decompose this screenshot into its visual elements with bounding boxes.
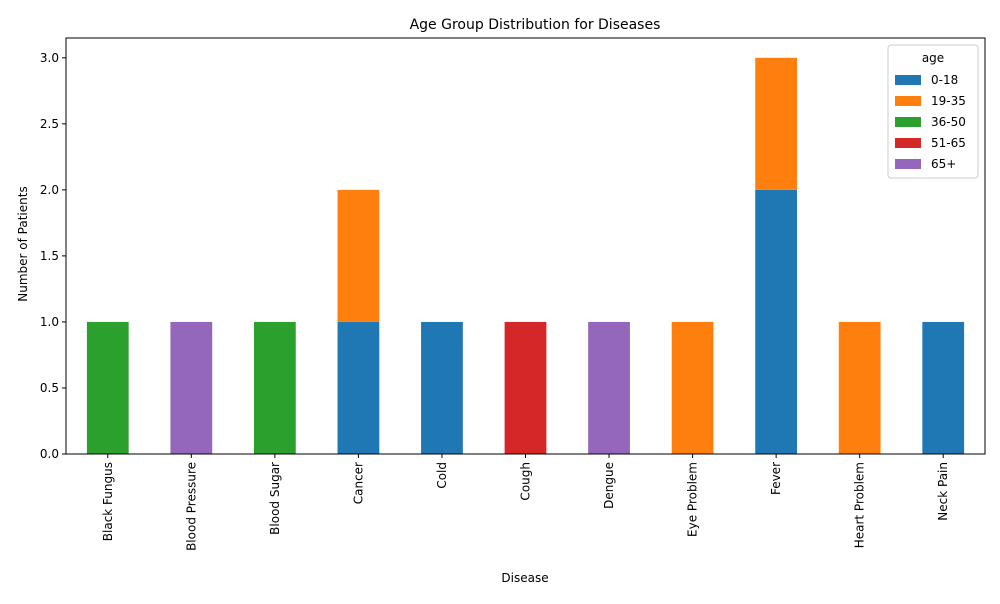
bar-neck-pain-0-18 — [922, 321, 965, 454]
legend-swatch — [895, 75, 921, 85]
bar-eye-problem-19-35 — [671, 321, 714, 454]
legend: age 0-18 19-35 36-50 51-65 65+ — [887, 44, 979, 179]
y-tick-label: 0.5 — [40, 381, 59, 395]
legend-label: 19-35 — [931, 94, 966, 108]
bar-black-fungus-36-50 — [86, 321, 129, 454]
legend-title: age — [922, 51, 944, 65]
x-tick-label: Eye Problem — [686, 462, 700, 537]
bar-dengue-65plus — [588, 321, 630, 454]
bar-cancer-0-18 — [337, 321, 380, 454]
bar-cancer-19-35 — [337, 189, 380, 322]
y-axis-ticks: 0.0 0.5 1.0 1.5 2.0 2.5 3.0 — [40, 51, 66, 461]
x-tick-label: Black Fungus — [101, 462, 115, 541]
bar-heart-problem-19-35 — [838, 321, 881, 454]
x-tick-label: Heart Problem — [853, 462, 867, 548]
y-tick-label: 2.5 — [40, 117, 59, 131]
x-tick-label: Cough — [519, 462, 533, 501]
legend-label: 65+ — [931, 157, 956, 171]
y-tick-label: 0.0 — [40, 447, 59, 461]
y-axis-label: Number of Patients — [16, 186, 30, 301]
bar-fever-0-18 — [755, 189, 798, 454]
x-tick-label: Neck Pain — [936, 462, 950, 521]
bar-fever-19-35 — [755, 57, 798, 190]
x-tick-label: Dengue — [602, 462, 616, 509]
legend-label: 36-50 — [931, 115, 966, 129]
plot-frame — [65, 37, 986, 455]
bar-cold-0-18 — [421, 321, 463, 454]
chart-title: Age Group Distribution for Diseases — [410, 17, 661, 33]
bar-cough-51-65 — [504, 321, 547, 454]
x-axis-ticks: Black Fungus Blood Pressure Blood Sugar Can… — [101, 454, 950, 551]
y-tick-label: 1.5 — [40, 249, 59, 263]
bar-blood-pressure-65plus — [170, 321, 213, 454]
bar-blood-sugar-36-50 — [253, 321, 296, 454]
y-tick-label: 1.0 — [40, 315, 59, 329]
x-tick-label: Cold — [435, 462, 449, 489]
x-tick-label: Fever — [769, 462, 783, 495]
legend-label: 51-65 — [931, 136, 966, 150]
bars-group — [86, 57, 965, 454]
legend-label: 0-18 — [931, 73, 958, 87]
legend-swatch — [895, 159, 921, 169]
legend-swatch — [895, 96, 921, 106]
x-tick-label: Blood Sugar — [268, 462, 282, 535]
x-tick-label: Cancer — [351, 462, 365, 504]
legend-swatch — [895, 117, 921, 127]
x-axis-label: Disease — [501, 571, 548, 585]
y-tick-label: 2.0 — [40, 183, 59, 197]
x-tick-label: Blood Pressure — [184, 462, 198, 551]
legend-swatch — [895, 138, 921, 148]
y-tick-label: 3.0 — [40, 51, 59, 65]
